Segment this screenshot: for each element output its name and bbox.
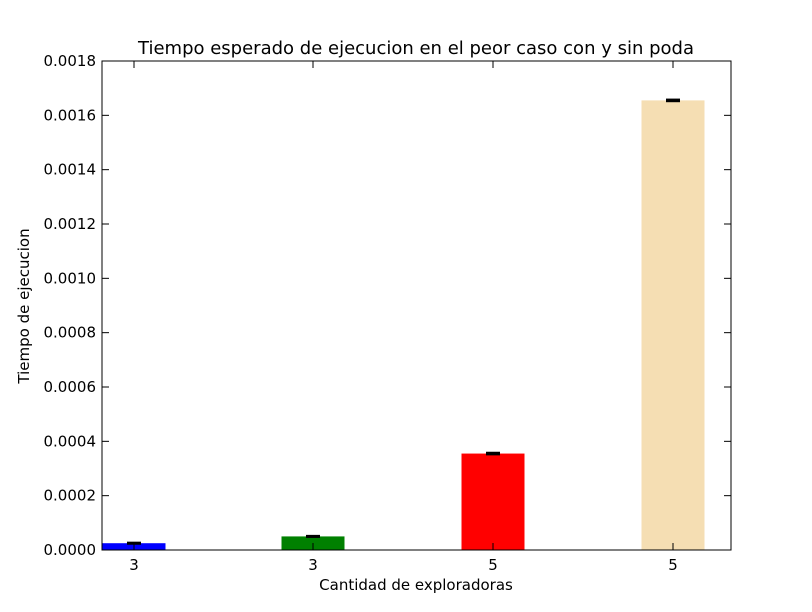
y-tick-label: 0.0010 bbox=[44, 269, 97, 287]
y-tick-label: 0.0006 bbox=[44, 378, 97, 396]
y-tick-label: 0.0016 bbox=[44, 106, 97, 124]
y-tick-label: 0.0014 bbox=[44, 161, 97, 179]
y-tick-label: 0.0012 bbox=[44, 215, 97, 233]
error-bars-layer bbox=[127, 98, 680, 545]
x-axis: 3 3 5 5 bbox=[129, 61, 678, 574]
x-axis-label: Cantidad de exploradoras bbox=[319, 576, 513, 594]
x-tick-label: 5 bbox=[488, 556, 498, 574]
y-axis-label: Tiempo de ejecucion bbox=[15, 228, 33, 384]
plot-frame bbox=[101, 60, 732, 551]
y-tick-label: 0.0002 bbox=[44, 487, 97, 505]
y-tick-label: 0.0000 bbox=[44, 541, 97, 559]
bars-layer bbox=[102, 100, 705, 551]
x-tick-label: 3 bbox=[308, 556, 318, 574]
bar-4 bbox=[641, 100, 705, 551]
y-axis: 0.0000 0.0002 0.0004 0.0006 0.0008 0.0010 0.00… bbox=[44, 52, 731, 559]
y-tick-label: 0.0004 bbox=[44, 432, 97, 450]
chart-title: Tiempo esperado de ejecucion en el peor … bbox=[137, 38, 694, 59]
x-tick-label: 5 bbox=[668, 556, 678, 574]
y-tick-label: 0.0018 bbox=[44, 52, 97, 70]
bar-3 bbox=[461, 453, 525, 550]
y-tick-label: 0.0008 bbox=[44, 324, 97, 342]
x-tick-label: 3 bbox=[129, 556, 139, 574]
